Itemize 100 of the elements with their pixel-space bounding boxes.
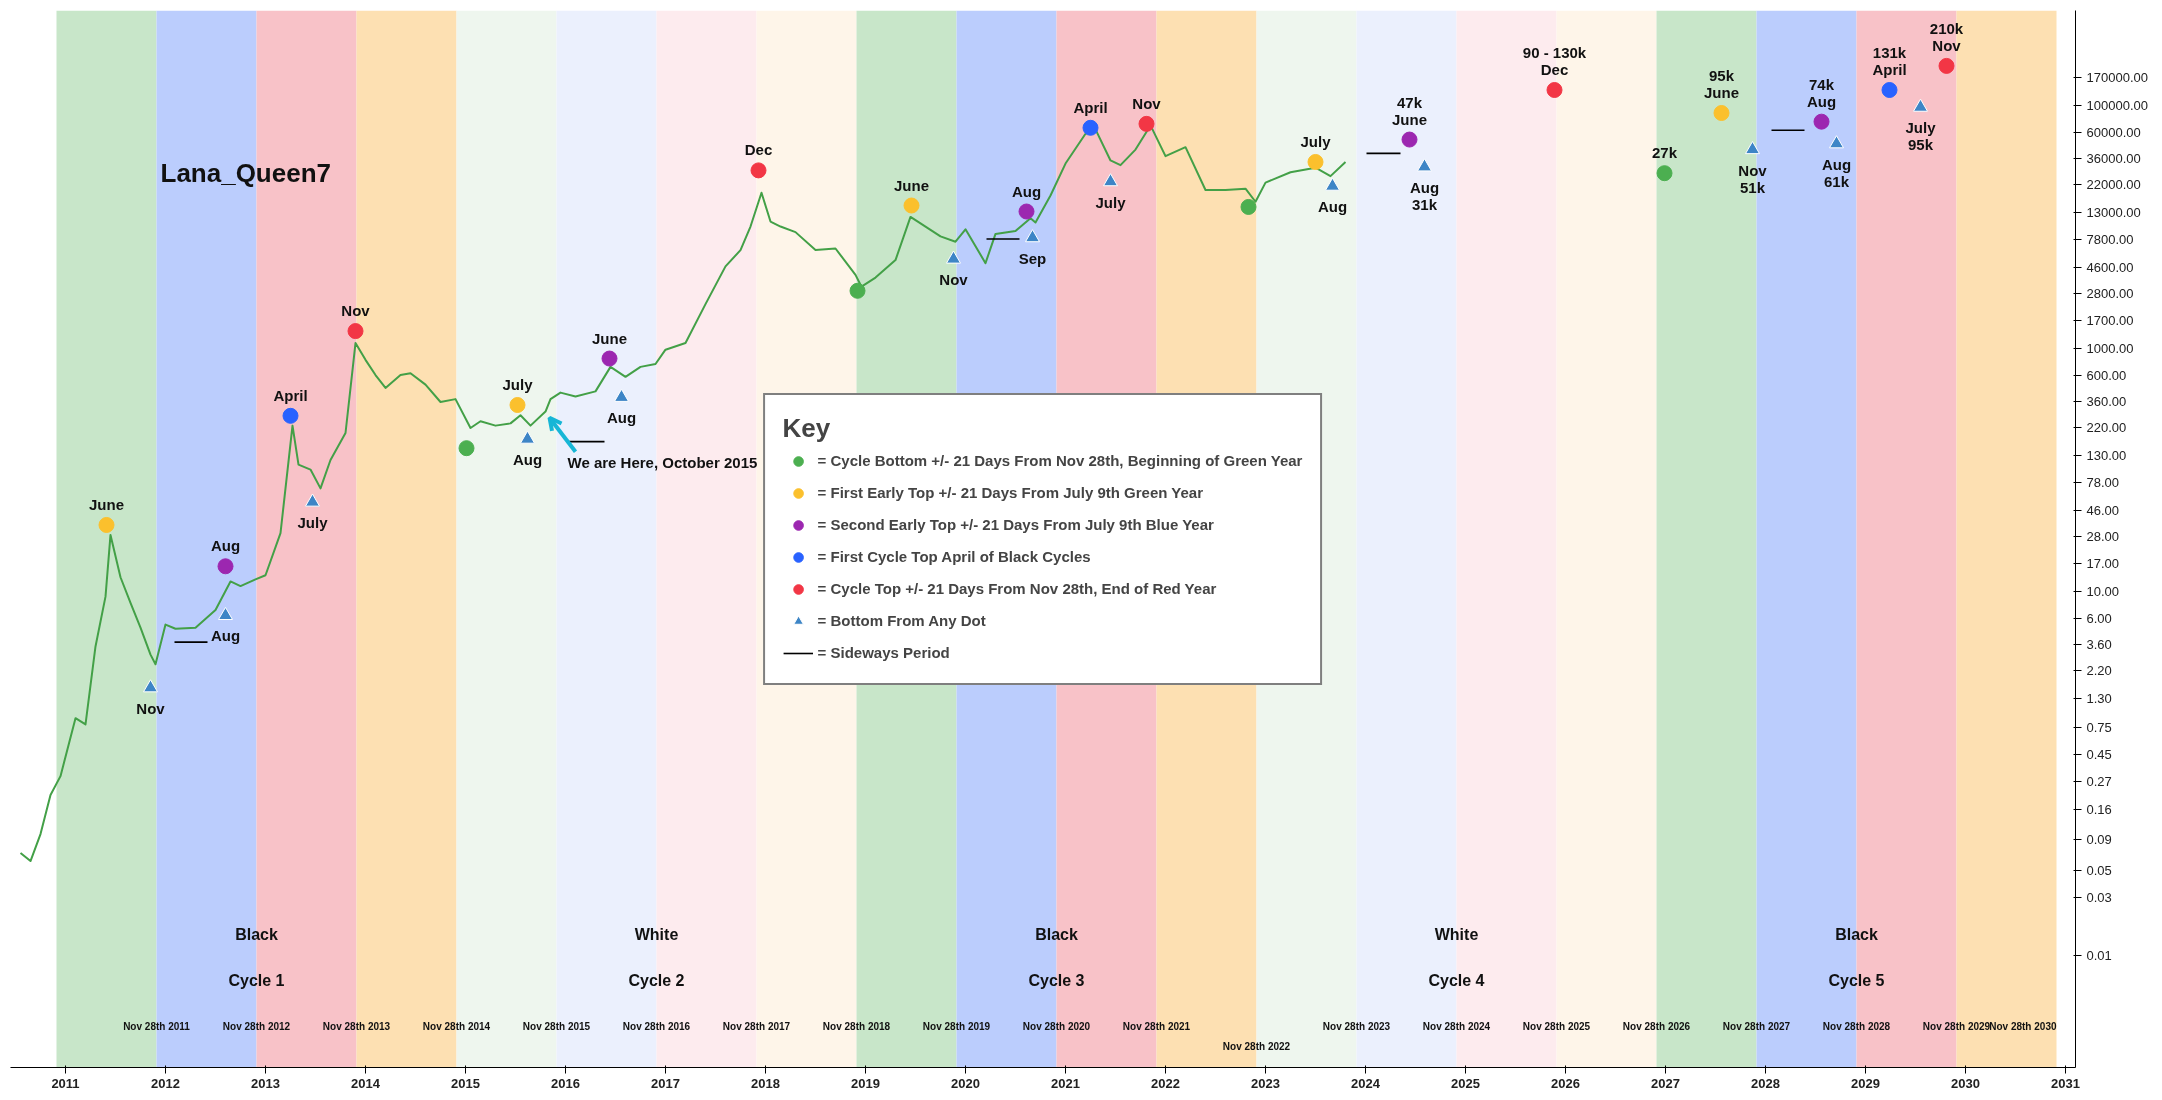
annotation: We are Here, October 2015 [567, 453, 758, 471]
point [1025, 229, 1040, 243]
annotation: Nov [341, 302, 371, 320]
y-tick-label: 3.60 [2086, 637, 2112, 653]
point [217, 558, 234, 575]
y-tick-label: 28.00 [2086, 529, 2120, 545]
annotation: July [1095, 193, 1127, 211]
y-tick-label: 6.00 [2086, 610, 2112, 626]
y-tick-label: 22000.00 [2086, 177, 2141, 193]
annotation: July [297, 514, 329, 532]
point [601, 350, 618, 367]
x-tick-label: 2013 [251, 1075, 280, 1091]
y-tick-label: 0.75 [2086, 720, 2112, 736]
point [305, 493, 320, 507]
point [143, 679, 158, 693]
x-tick-label: 2025 [1451, 1075, 1480, 1091]
annotation: 95k [1907, 136, 1934, 154]
x-tick-label: 2012 [151, 1075, 180, 1091]
point [509, 397, 526, 413]
x-tick-label: 2014 [351, 1075, 381, 1091]
annotation: Sep [1018, 249, 1047, 267]
annotation: Nov 28th 2023 [1322, 1021, 1391, 1033]
annotation: Nov 28th 2018 [822, 1021, 891, 1033]
annotation: 95k [1708, 67, 1735, 85]
point [1938, 57, 1955, 74]
annotation: Aug [1409, 178, 1440, 196]
point [1913, 98, 1928, 112]
point [1082, 119, 1099, 136]
point [1417, 158, 1432, 172]
x-tick-label: 2022 [1151, 1075, 1180, 1091]
y-tick-label: 0.27 [2086, 774, 2112, 790]
point [750, 162, 767, 179]
y-tick-label: 0.16 [2086, 801, 2112, 817]
annotation: July [502, 376, 534, 393]
x-tick-label: 2011 [51, 1075, 80, 1091]
annotation: Nov 28th 2017 [722, 1021, 791, 1033]
annotation: Nov 28th 2029 [1922, 1021, 1991, 1033]
point [1813, 113, 1830, 130]
x-tick-label: 2021 [1051, 1075, 1080, 1091]
annotation: Aug [210, 627, 241, 645]
point [1546, 82, 1563, 98]
y-tick-label: 1000.00 [2086, 340, 2134, 356]
annotation: Nov 28th 2030 [1989, 1021, 2057, 1033]
point [1656, 165, 1673, 182]
x-tick-label: 2023 [1251, 1075, 1280, 1091]
annotation: Nov [136, 699, 166, 717]
annotation: Lana_Queen7 [160, 157, 332, 188]
annotation: April [1073, 98, 1108, 116]
point [1745, 141, 1760, 155]
annotation: Nov 28th 2022 [1222, 1040, 1291, 1052]
x-tick-label: 2019 [851, 1075, 880, 1091]
legend-label: = Cycle Bottom +/- 21 Days From Nov 28th, Beginning of Green Year [817, 452, 1303, 469]
annotation: Nov [1132, 94, 1162, 112]
annotation: Aug [210, 537, 241, 555]
annotation: Nov [1738, 161, 1768, 179]
point [1325, 177, 1340, 191]
x-tick-label: 2030 [1951, 1075, 1980, 1091]
y-tick-label: 0.03 [2086, 890, 2112, 906]
annotation: April [1872, 61, 1907, 78]
point [1307, 154, 1324, 170]
point [218, 606, 233, 621]
annotation: Nov 28th 2019 [922, 1021, 991, 1033]
annotation: Nov 28th 2015 [522, 1021, 591, 1033]
annotation: Cycle 2 [628, 972, 685, 990]
annotation: 61k [1823, 172, 1850, 190]
y-tick-label: 2.20 [2086, 663, 2112, 679]
annotation: Nov 28th 2021 [1122, 1021, 1191, 1033]
annotation: White [634, 926, 679, 944]
y-tick-label: 0.45 [2086, 747, 2112, 763]
annotation: Nov 28th 2012 [222, 1021, 291, 1033]
annotation: July [1905, 119, 1937, 137]
annotation: 51k [1739, 178, 1766, 196]
point [282, 407, 299, 424]
annotation: July [1300, 132, 1332, 150]
x-tick-label: 2031 [2051, 1075, 2080, 1091]
annotation: Aug [1806, 92, 1837, 110]
point [1881, 82, 1898, 98]
annotation: Aug [606, 409, 637, 427]
y-tick-label: 0.09 [2086, 832, 2112, 848]
annotation: Nov 28th 2027 [1722, 1021, 1791, 1033]
annotation: Nov 28th 2016 [622, 1021, 691, 1033]
annotation: Dec [1540, 61, 1569, 78]
point [614, 388, 629, 402]
y-tick-label: 130.00 [2086, 448, 2127, 464]
y-tick-label: 10.00 [2086, 583, 2120, 599]
y-tick-label: 2800.00 [2086, 286, 2134, 302]
point [1829, 135, 1844, 149]
x-tick-label: 2018 [751, 1075, 780, 1091]
legend-label: = Bottom From Any Dot [817, 612, 986, 629]
annotation: 31k [1411, 195, 1438, 213]
annotation: Black [1035, 926, 1078, 944]
annotation: June [1704, 84, 1740, 102]
annotation: Nov 28th 2024 [1422, 1021, 1491, 1033]
annotation: Nov 28th 2011 [123, 1021, 191, 1033]
y-tick-label: 78.00 [2086, 475, 2120, 491]
y-tick-label: 60000.00 [2086, 124, 2141, 140]
point [98, 516, 115, 533]
annotation: 131k [1872, 44, 1907, 61]
x-tick-label: 2020 [951, 1075, 980, 1091]
annotation: Aug [1317, 198, 1348, 216]
